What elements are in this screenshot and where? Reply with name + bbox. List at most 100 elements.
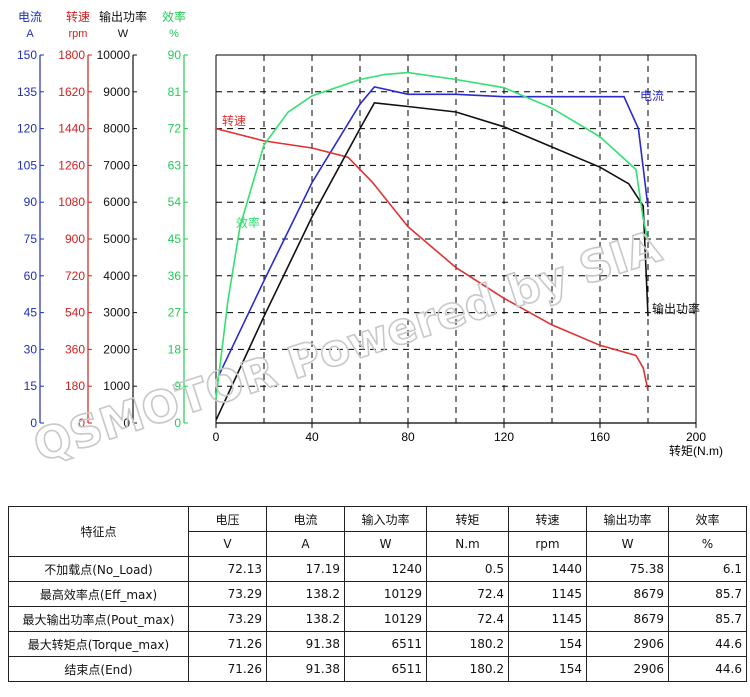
y-tick-label-power: 10000 — [97, 48, 131, 62]
series-label-current: 电流 — [640, 89, 664, 103]
y-tick-label-current: 0 — [30, 416, 37, 430]
unit-speed: rpm — [508, 531, 587, 557]
cell-input-power: 10129 — [344, 606, 427, 632]
cell-speed: 1440 — [508, 556, 587, 582]
row-label: 最高效率点(Eff_max) — [8, 581, 189, 607]
series-label-efficiency: 效率 — [236, 215, 260, 230]
performance-chart: 0 40 80 120 160 200 转矩(N.m) 0 15 30 45 60 75 90 105 120… — [17, 9, 723, 470]
y-tick-label-efficiency: 36 — [168, 269, 182, 283]
y-tick-label-speed: 900 — [65, 232, 85, 246]
row-label: 最大输出功率点(Pout_max) — [8, 606, 189, 632]
series-label-speed: 转速 — [222, 113, 246, 128]
y-tick-label-power: 3000 — [103, 306, 130, 320]
y-tick-label-speed: 1440 — [58, 122, 85, 136]
y-tick-label-efficiency: 63 — [168, 158, 182, 172]
unit-current: A — [266, 531, 345, 557]
cell-speed: 1145 — [508, 581, 587, 607]
y-tick-label-current: 120 — [17, 122, 37, 136]
cell-output-power: 8679 — [586, 581, 669, 607]
y-tick-label-efficiency: 54 — [168, 195, 182, 209]
y-tick-label-speed: 180 — [65, 379, 85, 393]
cell-current: 17.19 — [266, 556, 345, 582]
cell-input-power: 10129 — [344, 581, 427, 607]
cell-torque: 180.2 — [426, 631, 509, 657]
y-tick-label-efficiency: 90 — [168, 48, 182, 62]
table-row: 不加载点(No_Load) 72.13 17.19 1240 0.5 1440 … — [8, 556, 747, 582]
y-tick-label-power: 4000 — [103, 269, 130, 283]
y-axis-title-current: 电流 — [18, 10, 42, 24]
y-tick-label-current: 90 — [24, 195, 38, 209]
cell-torque: 72.4 — [426, 606, 509, 632]
y-axis-unit-current: A — [26, 28, 34, 40]
y-tick-label-speed: 0 — [78, 416, 85, 430]
table-row: 最大输出功率点(Pout_max) 73.29 138.2 10129 72.4… — [8, 606, 747, 632]
col-input-power: 输入功率 — [344, 506, 427, 532]
cell-speed: 154 — [508, 656, 587, 682]
table-row: 结束点(End) 71.26 91.38 6511 180.2 154 2906… — [8, 656, 747, 682]
x-tick-label: 120 — [494, 430, 514, 444]
series-line-current — [215, 86, 649, 382]
col-current: 电流 — [266, 506, 345, 532]
cell-speed: 1145 — [508, 606, 587, 632]
row-label: 不加载点(No_Load) — [8, 556, 189, 582]
y-tick-label-power: 0 — [123, 416, 130, 430]
cell-torque: 180.2 — [426, 656, 509, 682]
y-tick-label-power: 2000 — [103, 342, 130, 356]
col-output-power: 输出功率 — [586, 506, 669, 532]
y-tick-label-efficiency: 45 — [168, 232, 182, 246]
y-axis-title-speed: 转速 — [66, 9, 90, 24]
y-tick-label-efficiency: 18 — [168, 342, 182, 356]
col-torque: 转矩 — [426, 506, 509, 532]
y-axis-unit-efficiency: % — [169, 28, 179, 40]
table-unit-row: V A W N.m rpm W % — [9, 531, 747, 557]
y-tick-label-speed: 1800 — [58, 48, 85, 62]
y-tick-label-current: 45 — [24, 306, 38, 320]
series-line-efficiency — [215, 71, 649, 399]
cell-current: 91.38 — [266, 656, 345, 682]
cell-output-power: 8679 — [586, 606, 669, 632]
table-row: 最大转矩点(Torque_max) 71.26 91.38 6511 180.2… — [8, 631, 747, 657]
performance-chart-svg: 0 40 80 120 160 200转矩(N.m)0153045607590105120… — [17, 9, 723, 470]
cell-speed: 154 — [508, 631, 587, 657]
cell-current: 91.38 — [266, 631, 345, 657]
y-tick-label-efficiency: 27 — [168, 306, 182, 320]
y-tick-label-speed: 540 — [65, 306, 85, 320]
y-tick-label-power: 5000 — [103, 232, 130, 246]
y-tick-label-current: 15 — [24, 379, 38, 393]
cell-current: 138.2 — [266, 606, 345, 632]
cell-voltage: 73.29 — [188, 606, 267, 632]
x-tick-label: 160 — [590, 430, 610, 444]
x-tick-label: 0 — [213, 430, 220, 444]
cell-efficiency: 85.7 — [668, 581, 747, 607]
cell-voltage: 72.13 — [188, 556, 267, 582]
y-tick-label-power: 8000 — [103, 122, 130, 136]
y-tick-label-current: 60 — [24, 269, 38, 283]
unit-torque: N.m — [426, 531, 509, 557]
cell-torque: 0.5 — [426, 556, 509, 582]
col-voltage: 电压 — [188, 506, 267, 532]
y-axis-unit-speed: rpm — [69, 28, 88, 40]
cell-voltage: 71.26 — [188, 631, 267, 657]
y-axis-unit-power: W — [118, 28, 129, 40]
y-tick-label-speed: 360 — [65, 342, 85, 356]
y-tick-label-current: 135 — [17, 85, 37, 99]
x-tick-label: 80 — [401, 430, 415, 444]
table-header-row: 特征点 电压 电流 输入功率 转矩 转速 输出功率 效率 — [8, 506, 747, 557]
x-tick-label: 40 — [305, 430, 319, 444]
unit-efficiency: % — [668, 531, 747, 557]
cell-voltage: 71.26 — [188, 656, 267, 682]
y-tick-label-power: 9000 — [103, 85, 130, 99]
y-axis-title-efficiency: 效率 — [162, 9, 186, 24]
y-tick-label-speed: 720 — [65, 269, 85, 283]
y-tick-label-current: 105 — [17, 158, 37, 172]
header-param: 特征点 — [8, 506, 189, 557]
cell-input-power: 6511 — [344, 631, 427, 657]
cell-voltage: 73.29 — [188, 581, 267, 607]
characteristics-table: 特征点 电压 电流 输入功率 转矩 转速 输出功率 效率 V A W N.m r… — [8, 506, 747, 682]
y-tick-label-efficiency: 72 — [168, 122, 182, 136]
characteristics-table-grid: 特征点 电压 电流 输入功率 转矩 转速 输出功率 效率 V A W N.m r… — [8, 506, 747, 682]
row-label: 结束点(End) — [8, 656, 189, 682]
cell-efficiency: 44.6 — [668, 656, 747, 682]
cell-efficiency: 44.6 — [668, 631, 747, 657]
unit-output-power: W — [586, 531, 669, 557]
